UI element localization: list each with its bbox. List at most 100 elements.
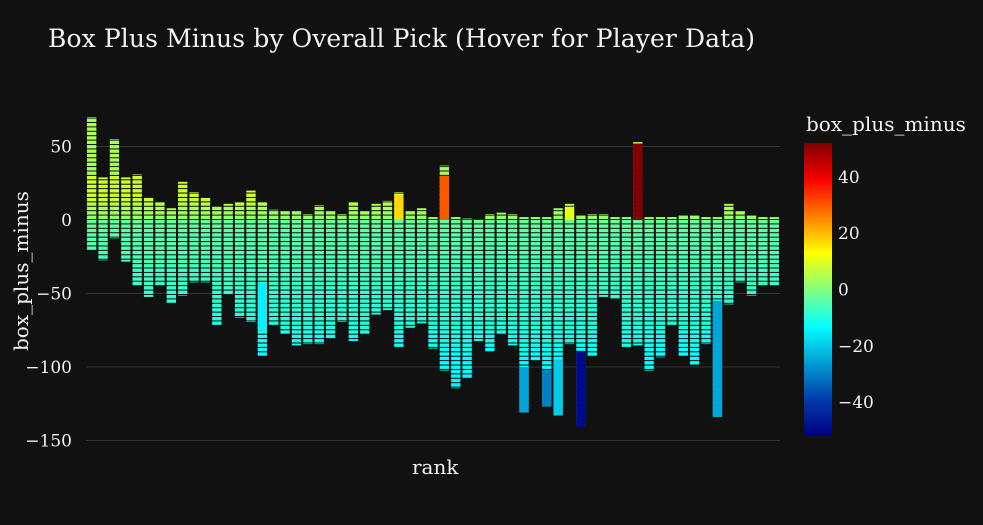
bar-segment <box>667 272 677 277</box>
bar-segment <box>462 343 472 347</box>
bar-segment <box>587 228 597 233</box>
bar-segment <box>234 242 245 246</box>
bar-segment <box>314 308 324 312</box>
bar-segment <box>371 228 381 233</box>
bar-segment <box>382 246 393 250</box>
bar-segment <box>87 237 97 242</box>
bar-segment <box>280 237 290 242</box>
bar-segment <box>405 312 415 317</box>
bar-segment <box>621 339 632 343</box>
bar-segment <box>200 228 211 233</box>
bar-segment <box>496 286 506 290</box>
bar-segment <box>462 330 472 334</box>
bar-segment <box>451 281 461 286</box>
bar-segment <box>724 206 734 211</box>
bar-segment <box>735 277 745 281</box>
bar-segment <box>542 281 552 286</box>
bar-segment <box>655 242 666 246</box>
bar-segment <box>655 224 666 228</box>
bar-segment <box>371 286 381 290</box>
bar-segment <box>644 286 654 290</box>
bar-segment <box>473 272 484 277</box>
bar-segment <box>542 277 552 281</box>
bar-segment <box>212 250 222 255</box>
bar-segment <box>291 224 302 228</box>
bar-segment <box>758 224 768 228</box>
bar-segment <box>234 202 245 206</box>
bar-segment <box>701 339 711 343</box>
bar-segment <box>223 259 233 264</box>
bar-segment <box>462 347 472 352</box>
bar-segment <box>428 347 438 349</box>
bar-segment <box>314 264 324 268</box>
bar-segment <box>132 189 142 193</box>
bar-segment <box>223 206 233 211</box>
bar-segment <box>496 259 506 264</box>
bar-segment <box>724 250 734 255</box>
bar-segment <box>269 290 279 294</box>
bar-segment <box>507 321 518 325</box>
bar-segment <box>530 356 541 361</box>
bar-segment <box>553 242 563 246</box>
bar-highlight <box>564 206 575 220</box>
bar-segment <box>655 228 666 233</box>
bar-segment <box>735 215 745 219</box>
bar-segment <box>178 206 188 211</box>
bar-segment <box>371 264 381 268</box>
bar-segment <box>189 242 199 246</box>
bar-segment <box>667 264 677 268</box>
bar-segment <box>371 233 381 237</box>
bar-segment <box>200 268 211 272</box>
bar-segment <box>121 189 131 193</box>
bar-segment <box>371 250 381 255</box>
bar-segment <box>360 286 370 290</box>
bar-segment <box>462 228 472 233</box>
bar-segment <box>530 272 541 277</box>
bar-segment <box>667 308 677 312</box>
bar-segment <box>234 308 245 312</box>
bar-segment <box>234 211 245 215</box>
bar-segment <box>769 228 779 233</box>
bar-segment <box>394 286 404 290</box>
bar-segment <box>564 281 575 286</box>
bar-segment <box>246 206 256 211</box>
bar-segment <box>405 272 415 277</box>
bar-segment <box>257 268 268 272</box>
bar-segment <box>587 339 597 343</box>
bar-segment <box>212 317 222 321</box>
bar-segment <box>655 250 666 255</box>
bar-segment <box>98 237 108 242</box>
bar-segment <box>348 281 359 286</box>
bar-segment <box>178 228 188 233</box>
bar-segment <box>701 294 711 299</box>
bar-segment <box>325 220 336 224</box>
bar-segment <box>553 303 563 308</box>
bar-segment <box>87 180 97 184</box>
bar-segment <box>109 197 120 202</box>
bar-segment <box>712 286 723 290</box>
bar-segment <box>223 281 233 286</box>
bar-segment <box>337 242 347 246</box>
bar-segment <box>291 228 302 233</box>
bar-segment <box>155 220 165 224</box>
bar-segment <box>325 233 336 237</box>
bar-segment <box>109 220 120 224</box>
bar-segment <box>269 272 279 277</box>
bar-segment <box>690 281 700 286</box>
bar-segment <box>598 277 609 281</box>
bar-segment <box>303 334 313 339</box>
bar-segment <box>633 259 643 264</box>
bar-segment <box>473 264 484 268</box>
bar-segment <box>678 277 688 281</box>
bar-segment <box>223 250 233 255</box>
bar-segment <box>132 259 142 264</box>
bar-segment <box>462 356 472 361</box>
bar-segment <box>439 220 450 224</box>
bar-segment <box>280 299 290 303</box>
bar-segment <box>234 277 245 281</box>
bar-segment <box>269 303 279 308</box>
bar-segment <box>735 264 745 268</box>
bar-segment <box>394 330 404 334</box>
bar-segment <box>644 303 654 308</box>
